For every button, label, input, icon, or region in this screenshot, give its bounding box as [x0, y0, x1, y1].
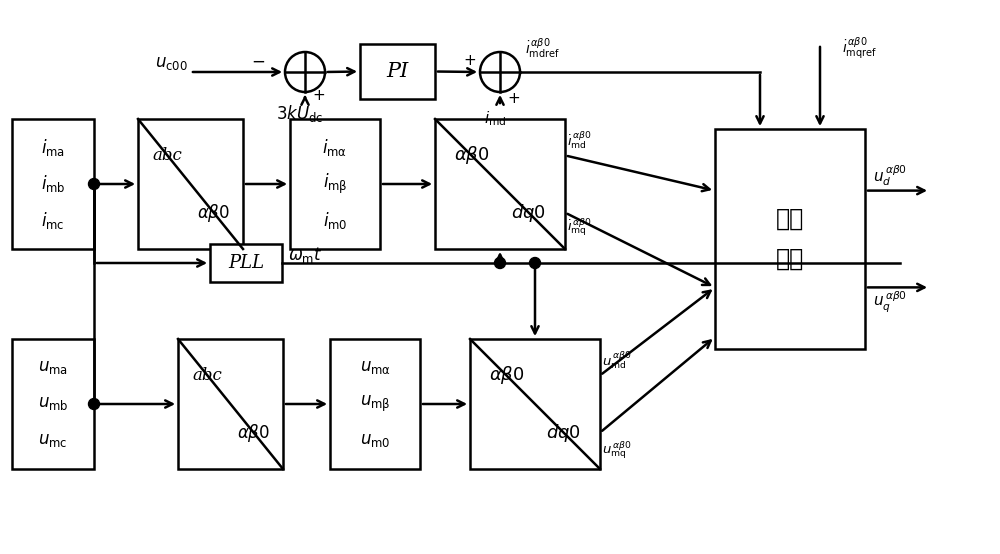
Text: $\dot{\imath}^{\,\alpha\beta0}_{\rm mqref}$: $\dot{\imath}^{\,\alpha\beta0}_{\rm mqre…	[842, 35, 877, 61]
Text: $\alpha\beta0$: $\alpha\beta0$	[489, 365, 524, 386]
Bar	[330, 339, 420, 469]
Bar	[360, 44, 435, 99]
Circle shape	[494, 258, 506, 269]
Text: $dq0$: $dq0$	[511, 202, 546, 224]
Text: $-$: $-$	[251, 53, 265, 69]
Text: $\dot{\imath}^{\,\alpha\beta0}_{\rm mq}$: $\dot{\imath}^{\,\alpha\beta0}_{\rm mq}$	[567, 217, 592, 238]
Text: $i_{\rm mc}$: $i_{\rm mc}$	[41, 210, 65, 231]
Text: PLL: PLL	[228, 254, 264, 272]
Bar	[290, 119, 380, 249]
Text: $\dot{\imath}^{\,\alpha\beta0}_{\rm md}$: $\dot{\imath}^{\,\alpha\beta0}_{\rm md}$	[567, 130, 592, 151]
Text: $u_{\rm m0}$: $u_{\rm m0}$	[360, 432, 390, 449]
Bar	[12, 119, 94, 249]
Text: 控制: 控制	[776, 247, 804, 271]
Text: 平坦: 平坦	[776, 207, 804, 231]
Text: $i_{\rm ma}$: $i_{\rm ma}$	[41, 137, 65, 158]
Text: $u^{\,\alpha\beta0}_{d}$: $u^{\,\alpha\beta0}_{d}$	[873, 163, 907, 188]
Text: $3kU_{\rm dc}$: $3kU_{\rm dc}$	[276, 104, 324, 125]
Text: $i_{\rm m\beta}$: $i_{\rm m\beta}$	[323, 172, 347, 196]
Text: $u_{\rm mc}$: $u_{\rm mc}$	[38, 432, 68, 449]
Text: abc: abc	[153, 147, 182, 164]
Text: $+$: $+$	[507, 92, 521, 106]
Text: $\omega_{\rm m}t$: $\omega_{\rm m}t$	[288, 245, 323, 265]
Circle shape	[480, 52, 520, 92]
Text: $u_{\rm ma}$: $u_{\rm ma}$	[38, 359, 68, 376]
Bar	[210, 244, 282, 282]
Text: $\dot{\imath}^{\,\alpha\beta0}_{\rm mdref}$: $\dot{\imath}^{\,\alpha\beta0}_{\rm mdre…	[525, 36, 560, 60]
Text: $u^{\,\alpha\beta0}_{q}$: $u^{\,\alpha\beta0}_{q}$	[873, 290, 907, 315]
Text: $dq0$: $dq0$	[546, 422, 581, 444]
Bar	[12, 339, 94, 469]
Text: PI: PI	[386, 62, 409, 81]
Bar	[178, 339, 283, 469]
Text: $u_{\rm mb}$: $u_{\rm mb}$	[38, 396, 68, 413]
Circle shape	[285, 52, 325, 92]
Bar	[715, 129, 865, 349]
Text: $u^{\,\alpha\beta0}_{\rm md}$: $u^{\,\alpha\beta0}_{\rm md}$	[602, 350, 632, 371]
Text: abc: abc	[193, 367, 222, 384]
Text: $\alpha\beta0$: $\alpha\beta0$	[454, 145, 489, 166]
Text: $+$: $+$	[312, 89, 326, 103]
Bar	[470, 339, 600, 469]
Text: $\alpha\beta0$: $\alpha\beta0$	[237, 422, 270, 444]
Text: $i_{\rm m0}$: $i_{\rm m0}$	[323, 210, 347, 231]
Bar	[435, 119, 565, 249]
Text: $\alpha\beta0$: $\alpha\beta0$	[197, 202, 230, 224]
Text: $u_{\rm m\alpha}$: $u_{\rm m\alpha}$	[360, 359, 390, 376]
Text: $+$: $+$	[463, 54, 477, 68]
Circle shape	[530, 258, 540, 269]
Circle shape	[88, 398, 100, 409]
Text: $u_{\rm c00}$: $u_{\rm c00}$	[155, 55, 188, 73]
Text: $i_{\rm m\alpha}$: $i_{\rm m\alpha}$	[322, 137, 348, 158]
Circle shape	[88, 178, 100, 189]
Bar	[138, 119, 243, 249]
Text: $i_{\rm mb}$: $i_{\rm mb}$	[41, 173, 65, 194]
Text: $i_{\rm md}$: $i_{\rm md}$	[484, 110, 506, 129]
Text: $u^{\,\alpha\beta0}_{\rm mq}$: $u^{\,\alpha\beta0}_{\rm mq}$	[602, 440, 632, 461]
Text: $u_{\rm m\beta}$: $u_{\rm m\beta}$	[360, 394, 390, 414]
